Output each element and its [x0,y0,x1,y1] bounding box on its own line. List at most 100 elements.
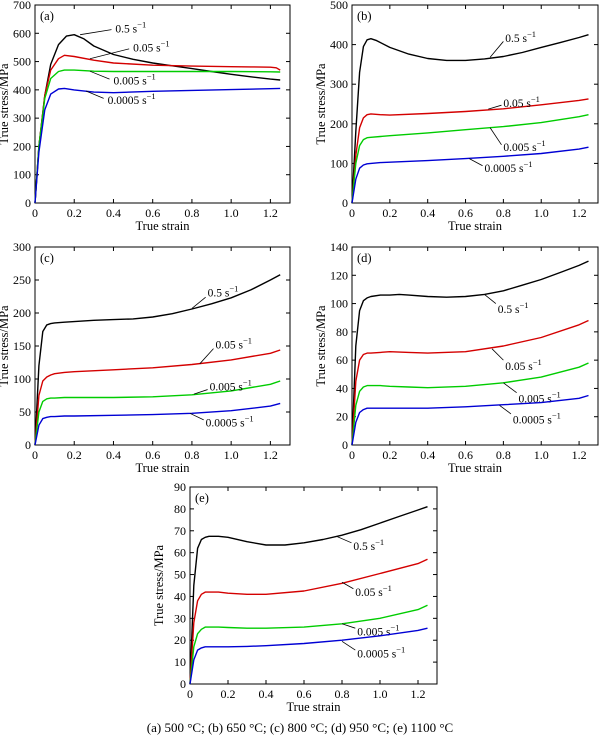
x-tick-label: 1.0 [224,206,239,220]
y-tick-label: 80 [336,325,348,339]
chart-panel-4: 0 0.2 0.4 0.6 0.8 1.0 1.2 0 20 40 60 80 100 120 140 Tru… [314,240,599,475]
x-tick-label: 1.2 [572,206,587,220]
series-line-2 [34,54,281,204]
y-tick-label: 300 [13,240,31,254]
panel-letter: (e) [195,491,209,505]
series-label: 0.5 s−1 [498,300,529,316]
y-tick-label: 40 [174,589,186,603]
series-leader-line [193,389,208,395]
series-leader-line [191,296,206,309]
y-axis-label: True stress/MPa [314,63,328,145]
y-tick-label: 250 [13,273,31,287]
series-leader-line [484,294,497,304]
y-axis-label: True stress/MPa [0,63,11,145]
y-tick-label: 600 [13,26,31,40]
x-tick-label: 0.6 [458,448,473,462]
series-line-1 [34,274,281,446]
series-label: 0.05 s−1 [355,583,392,599]
x-tick-label: 0.8 [335,687,350,701]
y-tick-label: 0 [180,677,186,691]
series-line-4 [34,87,281,204]
y-tick-label: 150 [13,339,31,353]
x-axis-label: True strain [448,219,503,233]
x-tick-label: 1.2 [263,448,278,462]
x-tick-label: 0.4 [420,448,435,462]
x-tick-label: 0.4 [259,687,274,701]
x-tick-label: 0.2 [221,687,236,701]
chart-panel-3: 0 0.2 0.4 0.6 0.8 1.0 1.2 0 50 100 150 200 250 300 Tru… [0,240,291,475]
series-label: 0.5 s−1 [353,537,384,553]
x-tick-label: 0 [187,687,193,701]
series-line-3 [189,604,428,685]
y-tick-label: 200 [330,117,348,131]
x-tick-label: 0.8 [496,206,511,220]
x-tick-label: 0.2 [382,448,397,462]
y-tick-label: 500 [330,0,348,12]
y-tick-label: 10 [174,655,186,669]
y-tick-label: 20 [336,410,348,424]
series-line-2 [351,319,589,446]
x-axis-label: True strain [135,461,190,475]
series-line-1 [351,34,589,204]
y-tick-label: 40 [336,381,348,395]
series-leader-line [199,348,214,365]
y-tick-label: 100 [13,168,31,182]
y-tick-label: 100 [330,156,348,170]
series-line-2 [34,349,281,446]
series-line-4 [351,394,589,446]
y-tick-label: 400 [13,83,31,97]
series-leader-line [189,412,204,421]
y-tick-label: 100 [13,372,31,386]
series-line-4 [34,402,281,446]
series-line-3 [351,114,589,204]
y-tick-label: 400 [330,38,348,52]
series-label: 0.005 s−1 [503,138,545,154]
panel-letter: (c) [40,251,54,265]
x-tick-label: 0.6 [145,448,160,462]
x-tick-label: 0.4 [106,448,121,462]
series-label: 0.05 s−1 [133,38,170,54]
series-leader-line [341,581,354,590]
x-tick-label: 0.4 [106,206,121,220]
y-tick-label: 80 [174,502,186,516]
x-tick-label: 1.0 [224,448,239,462]
series-label: 0.5 s−1 [505,29,536,45]
y-tick-label: 60 [174,546,186,560]
panel-letter: (a) [40,9,54,23]
series-leader-line [336,535,352,544]
series-label: 0.5 s−1 [115,19,146,35]
series-line-2 [189,558,428,685]
plot-frame [351,246,599,446]
x-tick-label: 0.6 [145,206,160,220]
y-tick-label: 0 [342,438,348,452]
x-tick-label: 1.2 [263,206,278,220]
x-tick-label: 1.0 [534,206,549,220]
y-tick-label: 300 [330,77,348,91]
series-leader-line [80,29,112,36]
series-line-2 [351,98,589,204]
x-tick-label: 0.2 [67,448,82,462]
x-tick-label: 0.6 [458,206,473,220]
series-leader-line [341,623,356,629]
y-tick-label: 700 [13,0,31,12]
x-tick-label: 0.2 [382,206,397,220]
series-label: 0.5 s−1 [208,284,239,300]
series-line-3 [34,69,281,204]
series-label: 0.05 s−1 [503,94,540,110]
x-tick-label: 0.2 [67,206,82,220]
x-tick-label: 0.8 [184,206,199,220]
x-tick-label: 0.8 [184,448,199,462]
y-axis-label: True stress/MPa [152,544,166,626]
x-tick-label: 0.4 [420,206,435,220]
series-leader-line [488,104,502,110]
series-label: 0.05 s−1 [215,336,252,352]
x-tick-label: 0 [349,206,355,220]
x-tick-label: 1.0 [534,448,549,462]
x-tick-label: 0.6 [297,687,312,701]
series-line-1 [351,260,589,446]
series-label: 0.0005 s−1 [206,414,254,430]
chart-panel-5: 0 0.2 0.4 0.6 0.8 1.0 1.2 0 10 20 30 40 50 60 70 80 90 Tr… [152,480,438,714]
y-tick-label: 60 [336,353,348,367]
series-label: 0.0005 s−1 [513,411,561,427]
